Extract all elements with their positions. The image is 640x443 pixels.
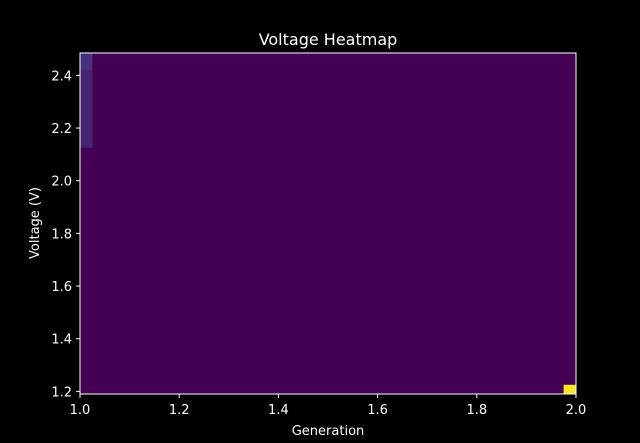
heatmap-cell-2	[563, 384, 576, 394]
plot-area	[79, 52, 577, 395]
x-tick-label: 1.6	[367, 403, 388, 418]
y-tick-label: 1.6	[51, 280, 72, 295]
x-tick-label: 2.0	[566, 403, 587, 418]
heatmap-cell-0	[80, 53, 93, 148]
y-tick-label: 1.8	[51, 227, 72, 242]
x-tick-label: 1.4	[268, 403, 289, 418]
y-tick-label: 2.2	[51, 122, 72, 137]
y-tick-label: 1.4	[51, 333, 72, 348]
y-tick-label: 2.0	[51, 175, 72, 190]
y-axis-ticks: 1.2 1.4 1.6 1.8 2.0 2.2 2.4	[51, 69, 80, 400]
heatmap-cell-1	[80, 53, 93, 71]
x-tick-label: 1.8	[466, 403, 487, 418]
y-tick-label: 1.2	[51, 385, 72, 400]
plot-frame	[79, 52, 577, 395]
x-axis-ticks: 1.0 1.2 1.4 1.6 1.8 2.0	[70, 394, 587, 418]
x-tick-label: 1.0	[70, 403, 91, 418]
y-axis-label: Voltage (V)	[28, 187, 43, 259]
y-tick-label: 2.4	[51, 69, 72, 84]
heatmap-background	[80, 53, 576, 394]
x-tick-label: 1.2	[169, 403, 190, 418]
chart-title: Voltage Heatmap	[259, 30, 398, 49]
x-axis-label: Generation	[292, 424, 365, 439]
